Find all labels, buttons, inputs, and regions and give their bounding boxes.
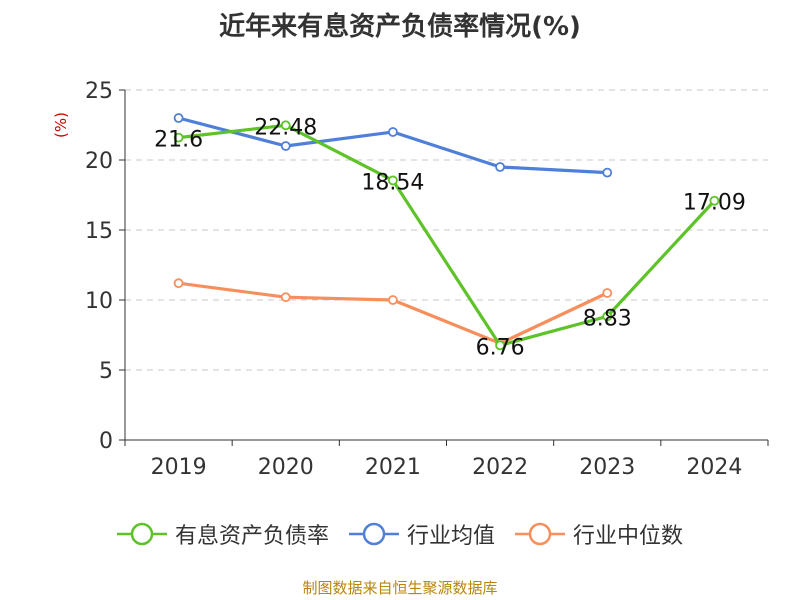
x-tick-label: 2024 <box>686 455 742 480</box>
legend-marker-icon <box>515 522 565 546</box>
legend-label: 行业均值 <box>406 524 495 549</box>
y-tick-label: 0 <box>99 429 113 454</box>
legend-marker-icon <box>348 522 399 546</box>
source-note: 制图数据来自恒生聚源数据库 <box>302 579 498 597</box>
data-point <box>280 120 291 131</box>
data-point <box>709 195 720 206</box>
legend-label: 有息资产负债率 <box>174 524 329 549</box>
data-label: 8.83 <box>583 306 632 331</box>
chart-title: 近年来有息资产负债率情况(%) <box>219 12 581 42</box>
series-line <box>178 116 608 175</box>
y-tick-label: 10 <box>85 289 113 314</box>
legend-label: 行业中位数 <box>573 524 684 549</box>
y-axis-label: (%) <box>52 112 70 138</box>
data-label: 17.09 <box>683 191 746 216</box>
legend-circle <box>528 522 552 546</box>
data-point <box>173 132 184 143</box>
legend-circle <box>130 522 154 546</box>
legend-marker-icon <box>116 522 167 546</box>
x-tick-label: 2021 <box>365 455 421 480</box>
legend-item[interactable]: 行业均值 <box>348 518 495 550</box>
data-label: 21.6 <box>154 128 203 153</box>
y-tick-label: 20 <box>85 149 113 174</box>
legend-circle <box>362 522 386 546</box>
data-point <box>495 162 505 172</box>
data-label: 22.48 <box>254 115 317 140</box>
data-point <box>173 113 184 123</box>
series-line <box>178 123 716 347</box>
x-tick-label: 2020 <box>258 455 314 480</box>
data-point <box>388 175 398 186</box>
legend-item[interactable]: 有息资产负债率 <box>116 518 329 550</box>
data-point <box>602 311 613 322</box>
data-point <box>280 292 291 303</box>
data-point <box>602 167 613 178</box>
data-point <box>495 340 505 351</box>
y-tick-label: 25 <box>85 79 113 104</box>
x-tick-label: 2022 <box>472 455 528 480</box>
data-point <box>388 295 398 305</box>
data-label: 18.54 <box>361 170 424 195</box>
y-tick-label: 5 <box>99 359 113 384</box>
legend: 有息资产负债率 行业均值 行业中位数 <box>0 518 800 550</box>
data-point <box>280 141 291 151</box>
data-label: 6.76 <box>476 335 525 360</box>
x-tick-label: 2023 <box>579 455 635 480</box>
legend-item[interactable]: 行业中位数 <box>515 518 683 550</box>
y-tick-label: 15 <box>85 219 113 244</box>
data-point <box>173 278 184 289</box>
x-tick-label: 2019 <box>151 455 207 480</box>
data-point <box>602 288 613 298</box>
data-point <box>388 127 398 137</box>
